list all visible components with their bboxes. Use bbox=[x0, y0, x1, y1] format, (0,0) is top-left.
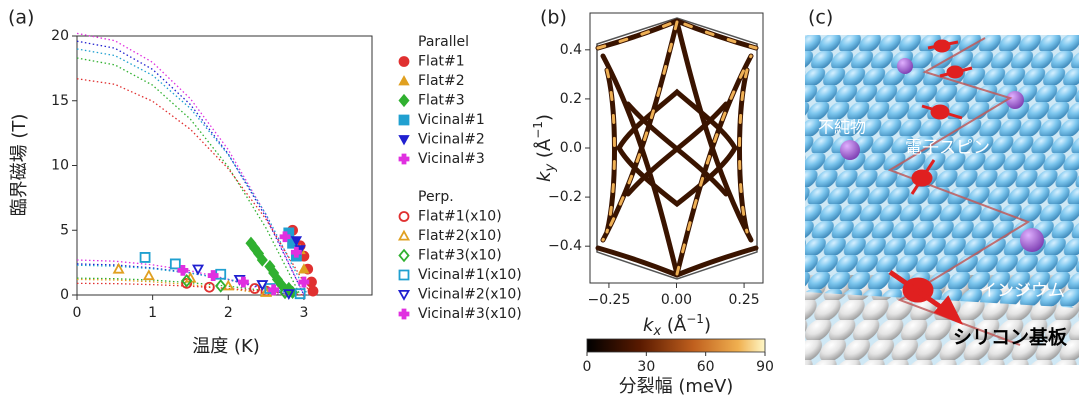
colorbar bbox=[587, 339, 765, 352]
legend-label: Vicinal#1 bbox=[418, 112, 485, 128]
impurity-atom bbox=[1020, 228, 1044, 252]
fit-curve bbox=[77, 41, 304, 295]
y-tick-label: −0.2 bbox=[548, 189, 582, 205]
panel-label: (b) bbox=[540, 7, 567, 29]
impurity-atom bbox=[1006, 91, 1024, 109]
legend-label: Flat#1 bbox=[418, 54, 465, 70]
label-part: ) bbox=[534, 114, 555, 121]
legend-marker bbox=[399, 115, 409, 125]
data-point bbox=[308, 286, 318, 296]
colorbar-label: 分裂幅 (meV) bbox=[619, 376, 734, 397]
legend-marker bbox=[399, 154, 409, 164]
colorbar-tick-label: 60 bbox=[697, 359, 715, 375]
x-axis-label: 温度 (K) bbox=[192, 336, 260, 357]
surface-illustration bbox=[805, 35, 1079, 365]
x-tick-label: 0.00 bbox=[661, 292, 692, 308]
legend-label: Vicinal#1(x10) bbox=[418, 267, 522, 283]
legend-marker bbox=[399, 309, 409, 319]
x-axis-label: kx (Å−1) bbox=[643, 312, 711, 339]
legend-title: Parallel bbox=[418, 34, 469, 50]
y-tick-label: 20 bbox=[51, 28, 69, 44]
annotation: インジウム bbox=[980, 281, 1065, 301]
legend-label: Vicinal#3 bbox=[418, 151, 485, 167]
x-tick-label: 3 bbox=[299, 305, 308, 321]
label-part: −1 bbox=[686, 312, 704, 326]
y-tick-label: 15 bbox=[51, 93, 69, 109]
label-part: −1 bbox=[531, 121, 545, 139]
fit-curve bbox=[77, 79, 311, 295]
figure: 不純物 電子スピン インジウム シリコン基板 (a) (b) (c) 温度 (K… bbox=[0, 0, 1079, 401]
data-point bbox=[250, 284, 259, 293]
legend-label: Flat#2 bbox=[418, 73, 465, 89]
legend-marker bbox=[399, 136, 409, 145]
legend-label: Vicinal#3(x10) bbox=[418, 306, 522, 322]
impurity-atom bbox=[897, 58, 913, 74]
y-tick-label: 0.0 bbox=[560, 140, 582, 156]
legend-marker bbox=[400, 232, 409, 240]
legend-title: Perp. bbox=[418, 189, 454, 205]
legend-label: Flat#3(x10) bbox=[418, 248, 502, 264]
y-tick-label: −0.4 bbox=[548, 238, 582, 254]
data-point bbox=[144, 271, 153, 279]
legend-marker bbox=[400, 250, 409, 261]
label-part: x bbox=[652, 324, 661, 339]
panel-label: (a) bbox=[8, 7, 34, 29]
x-tick-label: 2 bbox=[224, 305, 233, 321]
panel-label: (c) bbox=[808, 7, 833, 29]
data-point bbox=[238, 277, 248, 287]
label-part: y bbox=[543, 164, 558, 173]
y-axis-label: ky (Å−1) bbox=[531, 114, 558, 182]
fermi-contours bbox=[590, 13, 763, 283]
colorbar-tick-label: 0 bbox=[583, 359, 592, 375]
legend-marker bbox=[400, 291, 409, 299]
y-tick-label: 5 bbox=[60, 222, 69, 238]
x-tick-label: 0.25 bbox=[728, 292, 759, 308]
annotation: 電子スピン bbox=[905, 138, 990, 158]
legend-label: Flat#3 bbox=[418, 93, 465, 109]
y-tick-label: 0 bbox=[60, 287, 69, 303]
fit-curve bbox=[77, 33, 304, 295]
colorbar-tick-label: 30 bbox=[637, 359, 655, 375]
legend-label: Vicinal#2 bbox=[418, 132, 485, 148]
legend-marker bbox=[399, 76, 409, 85]
annotation: 不純物 bbox=[818, 118, 866, 137]
y-tick-label: 0.2 bbox=[560, 91, 582, 107]
label-part: (Å bbox=[533, 138, 555, 164]
colorbar-tick-label: 90 bbox=[756, 359, 774, 375]
x-tick-label: 0 bbox=[73, 305, 82, 321]
label-part: ) bbox=[704, 315, 711, 336]
data-point bbox=[194, 266, 203, 274]
label-part: (Å bbox=[661, 314, 687, 336]
y-tick-label: 10 bbox=[51, 158, 69, 174]
x-tick-label: −0.25 bbox=[587, 292, 630, 308]
y-axis-label: 臨界磁場 (T) bbox=[9, 114, 30, 217]
legend-marker bbox=[399, 95, 409, 107]
legend-label: Flat#1(x10) bbox=[418, 209, 502, 225]
impurity-atom bbox=[840, 140, 860, 160]
y-tick-label: 0.4 bbox=[560, 42, 582, 58]
data-point bbox=[141, 253, 150, 262]
legend-marker bbox=[400, 271, 409, 280]
legend-label: Vicinal#2(x10) bbox=[418, 287, 522, 303]
annotation: シリコン基板 bbox=[953, 326, 1068, 349]
data-point bbox=[171, 259, 180, 268]
legend-label: Flat#2(x10) bbox=[418, 228, 502, 244]
x-tick-label: 1 bbox=[148, 305, 157, 321]
fit-curve bbox=[77, 49, 308, 295]
legend-marker bbox=[399, 57, 409, 67]
legend-marker bbox=[400, 212, 409, 221]
